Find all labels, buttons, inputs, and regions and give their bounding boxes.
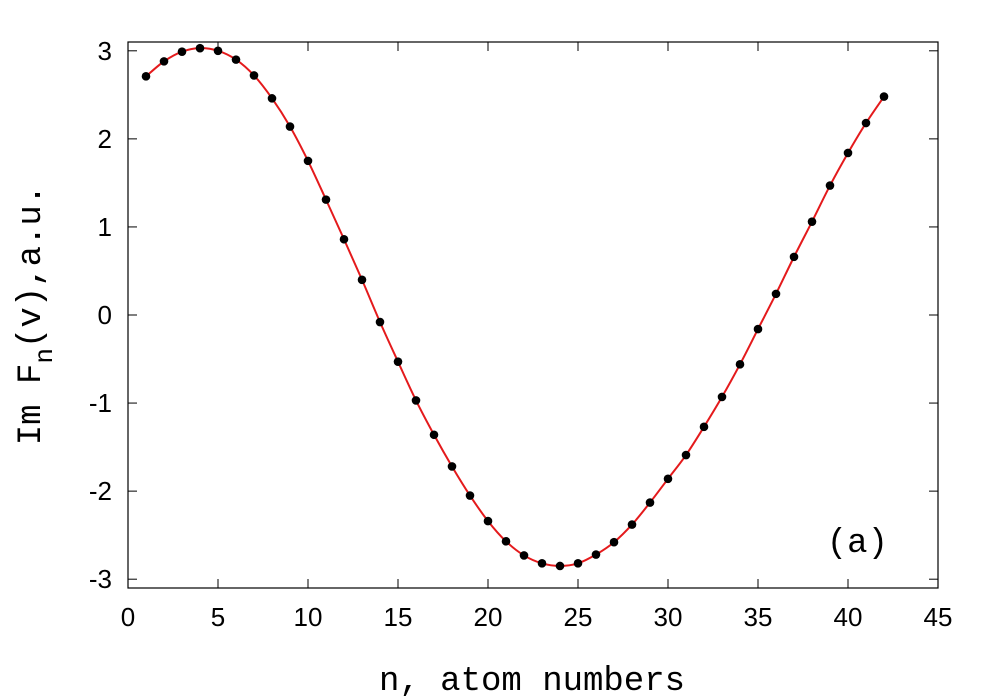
data-point [609, 537, 619, 547]
x-tick-label: 25 [564, 602, 593, 632]
y-axis-title: Im Fn(v),a.u. [13, 185, 60, 445]
data-point [663, 474, 673, 484]
data-point [303, 156, 313, 166]
data-point [843, 148, 853, 158]
x-axis-title: n, atom numbers [379, 663, 685, 700]
data-point [267, 94, 277, 103]
y-tick-label: -3 [89, 564, 112, 594]
data-point [465, 491, 475, 500]
data-point [717, 392, 727, 402]
data-point [231, 55, 241, 64]
data-point [321, 195, 331, 204]
data-point [429, 430, 439, 440]
data-point [483, 516, 493, 526]
y-axis-title-prefix: Im F [13, 364, 51, 446]
fit-curve-line [145, 47, 885, 567]
data-point [411, 396, 421, 405]
data-point [339, 234, 349, 244]
x-tick-label: 45 [924, 602, 953, 632]
x-tick-label: 30 [654, 602, 683, 632]
data-point [213, 46, 223, 56]
data-point [789, 252, 799, 262]
panel-label: (a) [827, 525, 888, 563]
y-tick-label: 0 [98, 300, 112, 330]
y-tick-label: 2 [98, 124, 112, 154]
data-point [501, 537, 511, 546]
data-point [555, 561, 565, 571]
x-tick-label: 40 [834, 602, 863, 632]
x-tick-label: 0 [121, 602, 135, 632]
data-point [807, 217, 817, 226]
y-axis-title-subscript: n [30, 348, 60, 364]
plot-frame [127, 41, 939, 589]
y-tick-label: 1 [98, 212, 112, 242]
data-point [177, 47, 187, 56]
data-point [285, 122, 295, 131]
data-point [591, 550, 601, 559]
data-point [861, 118, 871, 128]
y-tick-labels: -3 -2 -1 0 1 2 3 [89, 36, 112, 594]
data-point [645, 498, 655, 507]
x-tick-label: 15 [384, 602, 413, 632]
data-point [879, 92, 889, 101]
y-tick-label: -2 [89, 476, 112, 506]
data-point [771, 289, 781, 299]
y-tick-label: -1 [89, 388, 112, 418]
y-tick-label: 3 [98, 36, 112, 66]
x-tick-labels: 0 5 10 15 20 25 30 35 40 45 [121, 602, 953, 632]
x-tick-label: 20 [474, 602, 503, 632]
data-point [537, 559, 547, 568]
data-point [699, 422, 709, 432]
data-point [627, 520, 637, 529]
data-point [735, 360, 745, 369]
data-point [195, 43, 205, 53]
data-point [141, 72, 151, 81]
data-point [357, 275, 367, 285]
x-tick-label: 35 [744, 602, 773, 632]
x-tick-label: 10 [294, 602, 323, 632]
data-point [573, 559, 583, 568]
data-point [519, 551, 529, 560]
line-layer [145, 47, 885, 567]
data-point [159, 57, 169, 66]
data-point [753, 324, 763, 334]
data-point [375, 317, 385, 327]
data-point [681, 450, 691, 460]
x-tick-label: 5 [211, 602, 225, 632]
data-point [249, 71, 259, 80]
data-point [447, 462, 457, 471]
ticks-layer [127, 42, 939, 588]
data-point [825, 181, 835, 190]
points-layer [141, 43, 889, 571]
y-axis-title-suffix: (v),a.u. [13, 185, 51, 348]
data-point [393, 357, 403, 366]
